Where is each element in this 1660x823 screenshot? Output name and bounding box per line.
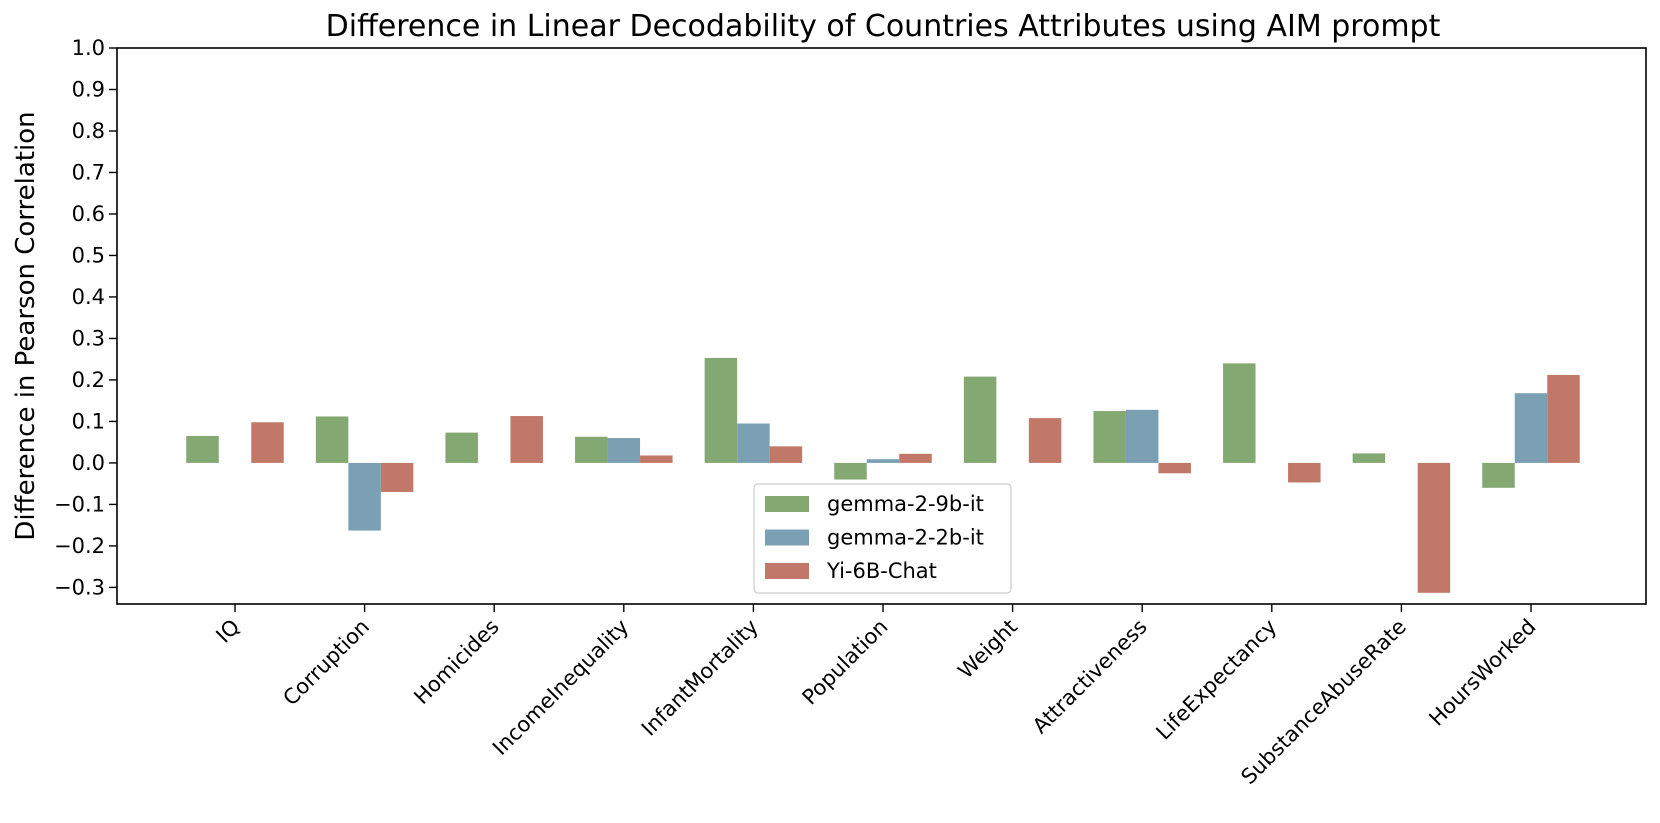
y-axis: −0.3 −0.2 −0.1 0.0 0.1 0.2 0.3 0.4 0.5 0.6 0.7 0.8 0… [54, 36, 117, 599]
plot-frame [116, 47, 1647, 605]
x-tick-label: Homicides [409, 615, 503, 709]
legend-swatch [765, 563, 809, 579]
bar-Yi-6B-Chat-Weight [1028, 418, 1062, 463]
bar-gemma-2-9b-it-SubstanceAbuseRate [1352, 453, 1386, 463]
chart-title: Difference in Linear Decodability of Cou… [326, 9, 1441, 44]
y-tick-label: 0.0 [72, 451, 105, 475]
x-tick-label: Attractiveness [1028, 615, 1152, 739]
bar-Yi-6B-Chat-Corruption [380, 462, 414, 492]
bar-gemma-2-9b-it-Attractiveness [1093, 411, 1126, 463]
bar-gemma-2-9b-it-Homicides [445, 432, 478, 463]
bar-Yi-6B-Chat-Attractiveness [1158, 462, 1191, 474]
y-tick-label: 0.5 [72, 243, 105, 267]
bar-gemma-2-9b-it-IQ [186, 435, 219, 463]
bar-gemma-2-9b-it-Weight [963, 376, 997, 463]
y-tick-label: 0.3 [72, 326, 105, 350]
bar-Yi-6B-Chat-InfantMortality [769, 446, 803, 463]
bar-gemma-2-2b-it-Corruption [348, 462, 381, 531]
bar-Yi-6B-Chat-HoursWorked [1547, 374, 1580, 463]
y-tick-label: −0.2 [54, 534, 105, 558]
legend-box [753, 483, 1012, 594]
bars [186, 357, 1580, 593]
x-tick-label: Weight [953, 615, 1022, 684]
legend-swatch [765, 496, 809, 512]
x-tick-label: InfantMortality [637, 615, 763, 741]
bar-Yi-6B-Chat-IQ [251, 422, 284, 463]
y-axis-label: Difference in Pearson Correlation [11, 111, 41, 540]
x-tick-label: IQ [211, 615, 244, 648]
bar-gemma-2-2b-it-Attractiveness [1125, 409, 1159, 463]
bar-Yi-6B-Chat-Homicides [510, 416, 543, 463]
bar-Yi-6B-Chat-LifeExpectancy [1288, 462, 1321, 483]
bar-gemma-2-2b-it-HoursWorked [1514, 393, 1548, 463]
bar-gemma-2-9b-it-HoursWorked [1482, 462, 1515, 488]
legend-label: gemma-2-9b-it [827, 492, 984, 516]
y-tick-label: 0.2 [72, 368, 105, 392]
y-tick-label: −0.1 [54, 492, 105, 516]
bar-Yi-6B-Chat-IncomeInequality [640, 455, 673, 463]
legend-label: gemma-2-2b-it [827, 526, 984, 550]
y-tick-label: 0.6 [72, 202, 105, 226]
legend-label: Yi-6B-Chat [826, 559, 937, 583]
legend-swatch [765, 529, 809, 546]
bar-Yi-6B-Chat-Population [899, 453, 932, 463]
bar-Yi-6B-Chat-SubstanceAbuseRate [1417, 462, 1451, 593]
y-tick-label: 0.1 [72, 409, 105, 433]
bar-gemma-2-2b-it-IncomeInequality [607, 438, 641, 463]
bar-gemma-2-2b-it-InfantMortality [737, 423, 770, 463]
x-tick-label: Population [798, 615, 893, 710]
x-tick-label: Corruption [278, 615, 374, 711]
x-tick-label: HoursWorked [1424, 615, 1540, 731]
bar-gemma-2-9b-it-Corruption [315, 416, 349, 463]
y-tick-label: −0.3 [54, 575, 105, 599]
y-tick-label: 0.9 [72, 77, 105, 101]
bar-gemma-2-2b-it-Population [866, 459, 900, 463]
y-tick-label: 0.8 [72, 119, 105, 143]
y-tick-label: 1.0 [72, 36, 105, 60]
y-tick-label: 0.4 [72, 285, 105, 309]
x-tick-label: LifeExpectancy [1151, 615, 1281, 745]
y-tick-label: 0.7 [72, 160, 105, 184]
bar-gemma-2-9b-it-InfantMortality [704, 357, 738, 463]
bar-gemma-2-9b-it-LifeExpectancy [1223, 363, 1256, 463]
bar-gemma-2-9b-it-Population [834, 462, 867, 480]
bar-gemma-2-9b-it-IncomeInequality [575, 436, 608, 463]
legend: gemma-2-9b-it gemma-2-2b-it Yi-6B-Chat [753, 483, 1012, 594]
x-tick-label: IncomeInequality [488, 615, 633, 760]
